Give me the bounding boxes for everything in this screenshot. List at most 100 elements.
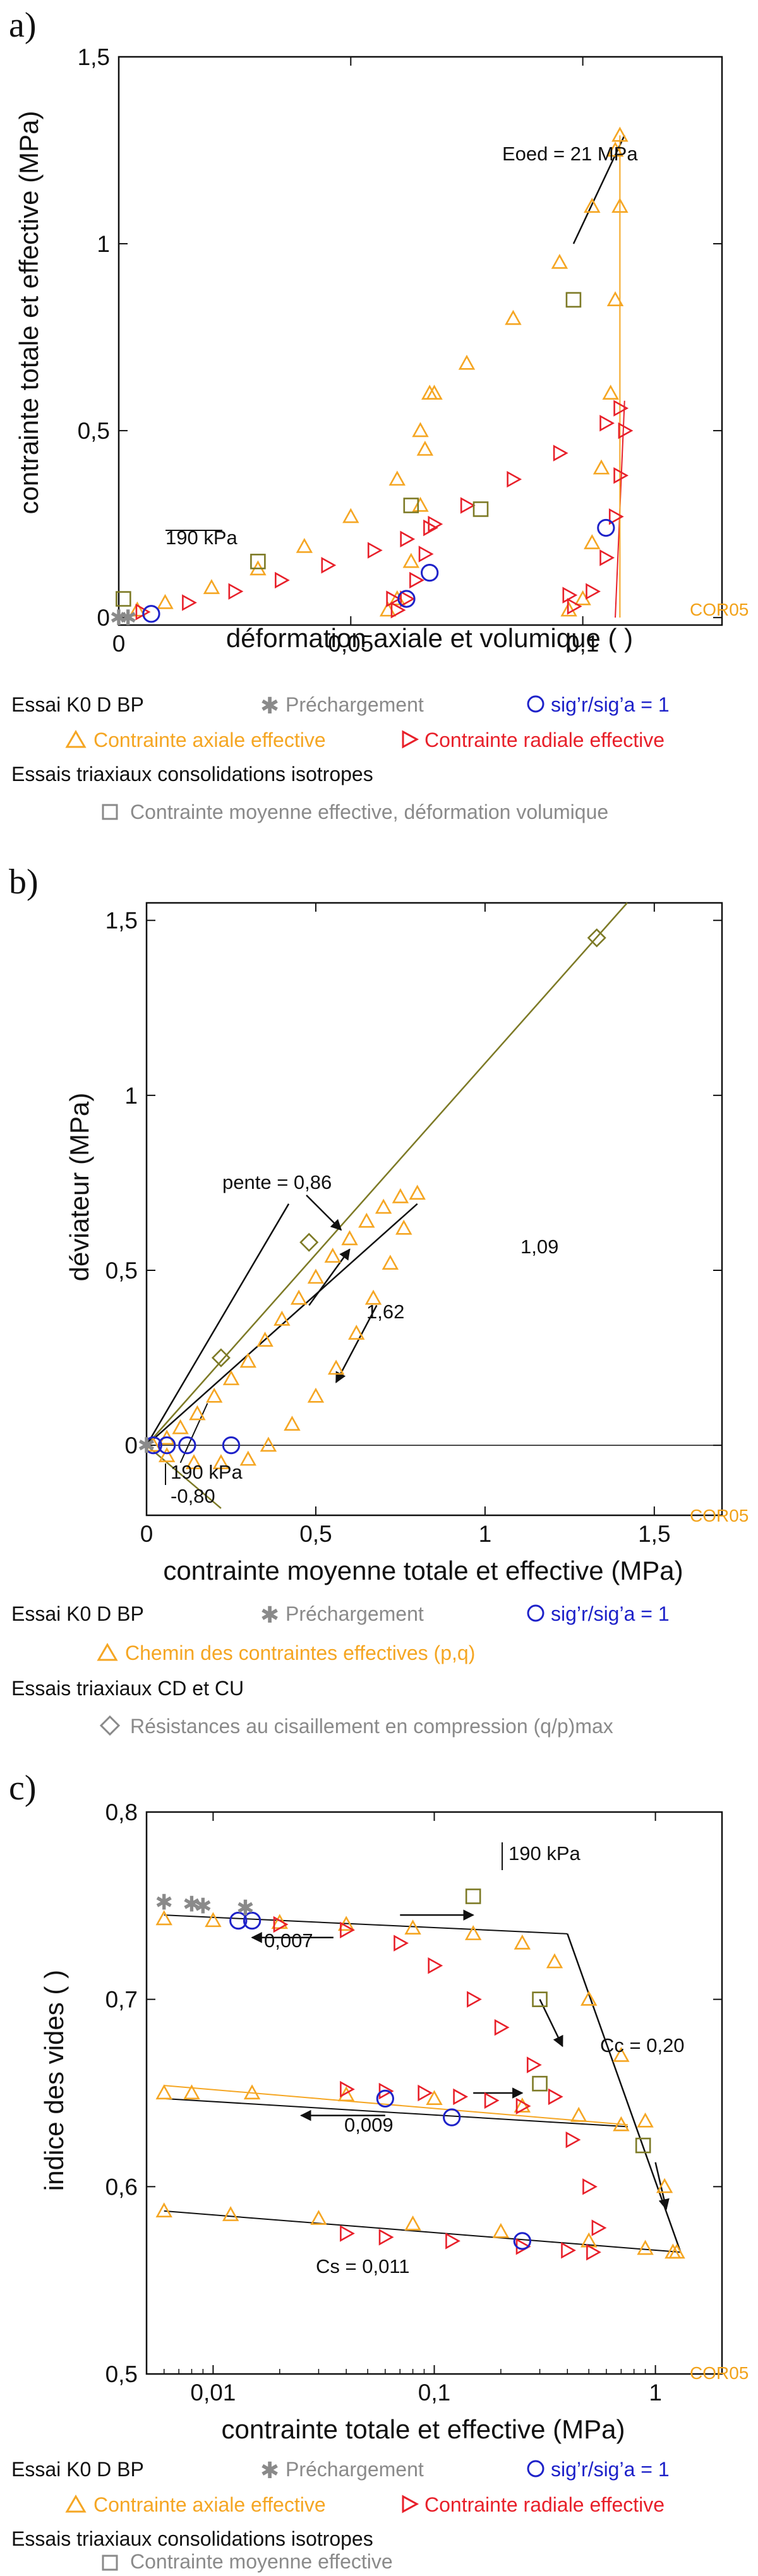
eoed-fit-line bbox=[572, 134, 625, 244]
series-triangle-right bbox=[273, 1916, 607, 2261]
data-point-star: ✱ bbox=[183, 1892, 201, 1917]
sample-tag-c: COR05 bbox=[690, 2363, 749, 2383]
slope-neg-annotation: -0,80 bbox=[171, 1485, 215, 1507]
legend-b-path: Chemin des contraintes effectives (p,q) bbox=[125, 1642, 475, 1664]
panel-c-plot: 0,01 0,1 10,50,60,70,8✱ ✱✱ ✱ bbox=[105, 1799, 723, 2406]
legend-c-axial: Contrainte axiale effective bbox=[93, 2493, 326, 2516]
data-point-triangle bbox=[307, 1387, 325, 1403]
panel-a-plot: 0 0,05 0,1 0 0,5 1 1,5 ✱✱ bbox=[78, 44, 723, 657]
sample-tag-b: COR05 bbox=[690, 1506, 749, 1525]
data-point-triangle bbox=[296, 537, 313, 553]
kpa-annotation-c: 190 kPa bbox=[508, 1842, 581, 1864]
data-point-triangle-right bbox=[228, 583, 244, 600]
panel-b-ylabel: déviateur (MPa) bbox=[64, 1093, 94, 1282]
legend-c-precharge: Préchargement bbox=[286, 2458, 424, 2481]
data-point-triangle-right bbox=[507, 470, 522, 488]
data-point-triangle-right bbox=[613, 467, 629, 484]
data-point-triangle bbox=[157, 593, 174, 609]
data-point-triangle-right bbox=[460, 497, 476, 514]
data-point-star: ✱ bbox=[110, 605, 128, 631]
data-point-square bbox=[116, 591, 131, 607]
data-point-triangle bbox=[260, 1436, 277, 1452]
panel-b-xlabel: contrainte moyenne totale et effective (… bbox=[163, 1556, 683, 1585]
legend-b: Essai K0 D BP ✱ Préchargement sig’r/sig’… bbox=[11, 1602, 670, 1738]
legend-c-k0: Essai K0 D BP bbox=[11, 2458, 144, 2481]
data-point-triangle-right bbox=[386, 590, 402, 607]
data-point-diamond bbox=[299, 1232, 319, 1252]
slope-162-annotation: 1,62 bbox=[366, 1301, 404, 1323]
data-point-triangle bbox=[348, 1325, 365, 1340]
data-point-square bbox=[565, 292, 582, 308]
data-point-triangle bbox=[145, 1436, 162, 1452]
data-point-triangle bbox=[327, 1359, 345, 1375]
data-point-triangle bbox=[395, 1219, 412, 1235]
panel-a-ylabel: contrainte totale et effective (MPa) bbox=[14, 111, 44, 515]
data-point-triangle-right bbox=[390, 602, 406, 619]
series-triangle bbox=[155, 1910, 685, 2259]
data-point-triangle bbox=[243, 2084, 261, 2100]
y-tick-label: 0 bbox=[97, 605, 110, 631]
x-tick-label: 0,5 bbox=[299, 1521, 332, 1547]
data-point-triangle bbox=[514, 2097, 531, 2113]
data-point-triangle bbox=[185, 1454, 203, 1469]
panel-a: a) contrainte totale et effective (MPa) … bbox=[9, 6, 749, 657]
legend-a-triaxial: Essais triaxiaux consolidations isotrope… bbox=[11, 763, 373, 785]
data-point-triangle-right bbox=[453, 2088, 469, 2106]
star-icon: ✱ bbox=[260, 1602, 279, 1628]
star-icon: ✱ bbox=[260, 2457, 279, 2483]
x-tick-label: 1,5 bbox=[638, 1521, 670, 1547]
cc-annotation: Cc = 0,20 bbox=[600, 2034, 685, 2056]
data-point-triangle bbox=[388, 470, 406, 486]
x-tick-label: 0 bbox=[140, 1521, 153, 1547]
direction-arrow bbox=[335, 1304, 378, 1383]
data-point-triangle-right bbox=[340, 2080, 355, 2098]
data-point-circle bbox=[142, 605, 160, 623]
series-triangle bbox=[145, 1184, 426, 1469]
pente-annotation: pente = 0,86 bbox=[222, 1171, 332, 1193]
data-point-triangle bbox=[342, 508, 359, 523]
axial-unload-line bbox=[164, 2085, 628, 2126]
y-tick-label: 0 bbox=[124, 1433, 138, 1458]
data-point-diamond bbox=[211, 1348, 231, 1368]
legend-a-mean: Contrainte moyenne effective, déformatio… bbox=[130, 801, 608, 823]
data-point-triangle-right bbox=[394, 1935, 409, 1952]
cs-011-line bbox=[164, 2210, 681, 2253]
x-tick-label: 0,1 bbox=[567, 631, 599, 657]
cs-007-annotation: 0,007 bbox=[264, 1929, 313, 1952]
data-point-triangle bbox=[421, 385, 438, 400]
data-point-triangle-right bbox=[553, 444, 568, 462]
data-point-triangle bbox=[402, 552, 420, 568]
data-point-triangle bbox=[606, 291, 624, 306]
data-point-triangle-right bbox=[562, 587, 578, 604]
data-point-triangle-right bbox=[599, 415, 615, 432]
data-point-triangle-right bbox=[586, 2243, 601, 2261]
panel-b: b) déviateur (MPa) contrainte moyenne to… bbox=[9, 862, 749, 1585]
data-point-triangle bbox=[155, 1910, 172, 1926]
data-point-diamond bbox=[587, 928, 606, 948]
data-point-circle bbox=[421, 563, 439, 582]
data-point-triangle bbox=[464, 1925, 482, 1940]
data-point-triangle bbox=[375, 1198, 392, 1214]
legend-a: Essai K0 D BP ✱ Préchargement sig’r/sig’… bbox=[11, 693, 670, 823]
data-point-triangle bbox=[613, 2046, 630, 2062]
data-point-triangle bbox=[183, 2084, 200, 2100]
y-tick-label: 0,6 bbox=[105, 2174, 138, 2200]
legend-b-k0: Essai K0 D BP bbox=[11, 1602, 144, 1625]
data-point-triangle bbox=[404, 1919, 421, 1935]
data-point-square bbox=[250, 554, 266, 569]
data-point-triangle-right bbox=[591, 2219, 607, 2236]
panel-c: c) indice des vides ( ) contrainte total… bbox=[9, 1768, 749, 2444]
legend-a-ratio: sig’r/sig’a = 1 bbox=[551, 693, 670, 716]
diamond-icon bbox=[99, 1715, 121, 1736]
data-point-triangle-right bbox=[484, 2092, 500, 2109]
data-point-triangle bbox=[416, 441, 434, 456]
data-point-triangle bbox=[570, 2106, 587, 2122]
data-point-triangle-right bbox=[400, 530, 416, 548]
x-tick-label: 0,1 bbox=[418, 2380, 450, 2406]
data-point-triangle-right bbox=[423, 519, 438, 537]
data-point-triangle bbox=[205, 1387, 223, 1403]
data-point-triangle bbox=[256, 1332, 274, 1347]
data-point-triangle bbox=[637, 2239, 654, 2255]
data-point-triangle-right bbox=[599, 549, 615, 566]
data-point-triangle-right bbox=[428, 1957, 443, 1974]
